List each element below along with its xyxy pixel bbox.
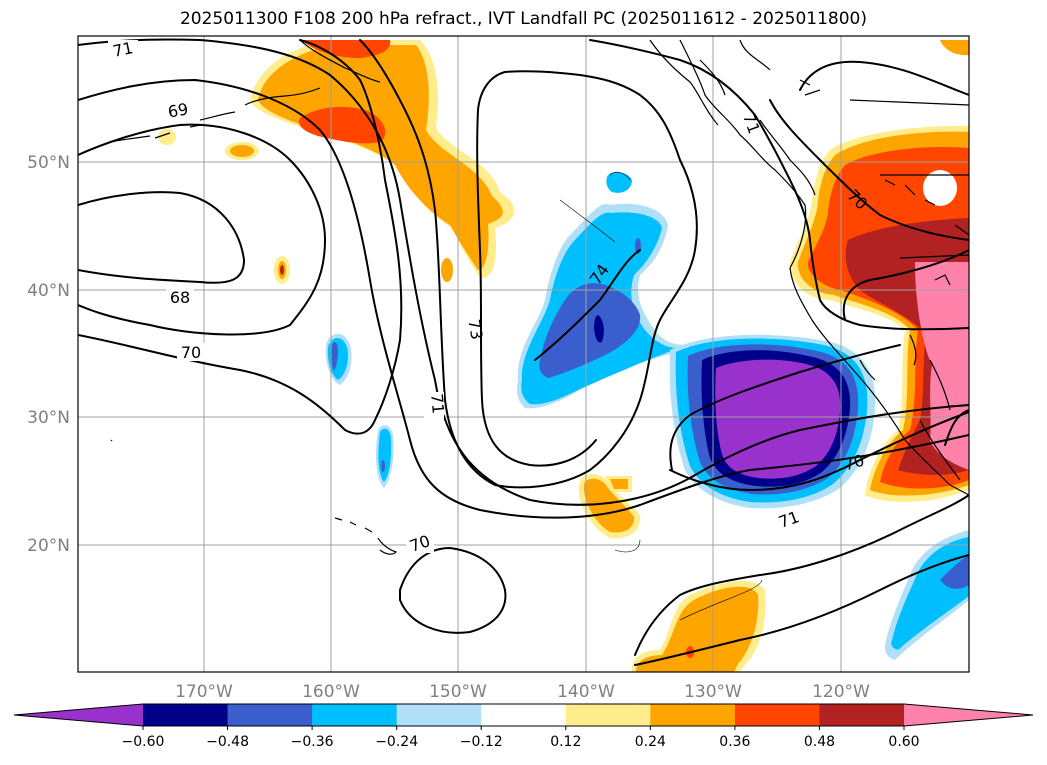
colorbar-bin (143, 704, 229, 726)
x-tick-label: 130°W (684, 682, 742, 702)
x-tick-label: 170°W (175, 682, 233, 702)
colorbar-bin (396, 704, 482, 726)
colorbar-tick-label: −0.60 (122, 734, 165, 750)
y-tick-label: 50°N (27, 153, 70, 173)
contour-labels: 71 69 68 70 73 71 74 71 70 70 71 70 (108, 38, 871, 556)
contour-label: 73 (464, 318, 486, 341)
contour-label: 71 (427, 393, 448, 415)
axis-labels: 170°W 160°W 150°W 140°W 130°W 120°W 20°N… (27, 153, 870, 702)
colorbar-tick-label: −0.48 (206, 734, 249, 750)
x-tick-label: 160°W (302, 682, 360, 702)
graticule (78, 36, 969, 672)
colorbar-extend-low (14, 704, 143, 726)
y-tick-label: 40°N (27, 281, 70, 301)
x-tick-label: 120°W (812, 682, 870, 702)
colorbar: −0.60 −0.48 −0.36 −0.24 −0.12 0.12 0.24 0.36 0.4… (13, 703, 1034, 750)
colorbar-tick-label: 0.48 (804, 734, 835, 750)
colorbar-bin (565, 704, 651, 726)
colorbar-bin (819, 704, 905, 726)
map-area: 71 69 68 70 73 71 74 71 70 70 71 70 (78, 36, 969, 672)
contour-label: 68 (170, 288, 190, 307)
colorbar-bin (650, 704, 736, 726)
contour-label: 70 (842, 451, 867, 475)
colorbar-extend-high (904, 704, 1033, 726)
map-frame (77, 35, 970, 673)
colorbar-tick-label: −0.36 (291, 734, 334, 750)
coastlines (109, 39, 969, 555)
colorbar-bin (227, 704, 313, 726)
colorbar-bin (734, 704, 820, 726)
colorbar-tick-label: −0.12 (460, 734, 503, 750)
colorbar-bin (481, 704, 567, 726)
y-tick-label: 20°N (27, 536, 70, 556)
x-tick-label: 150°W (429, 682, 487, 702)
x-tick-label: 140°W (557, 682, 615, 702)
colorbar-bin (312, 704, 398, 726)
y-tick-label: 30°N (27, 408, 70, 428)
colorbar-tick-label: −0.24 (375, 734, 418, 750)
colorbar-tick-label: 0.12 (550, 734, 581, 750)
colorbar-tick-label: 0.36 (719, 734, 750, 750)
refractivity-contours (78, 38, 969, 666)
contour-label: 69 (166, 99, 189, 121)
colorbar-tick-label: 0.60 (888, 734, 919, 750)
colorbar-tick-label: 0.24 (635, 734, 666, 750)
map-title: 2025011300 F108 200 hPa refract., IVT La… (179, 9, 867, 29)
contour-label: 70 (181, 343, 201, 362)
contour-label: 71 (111, 38, 135, 61)
